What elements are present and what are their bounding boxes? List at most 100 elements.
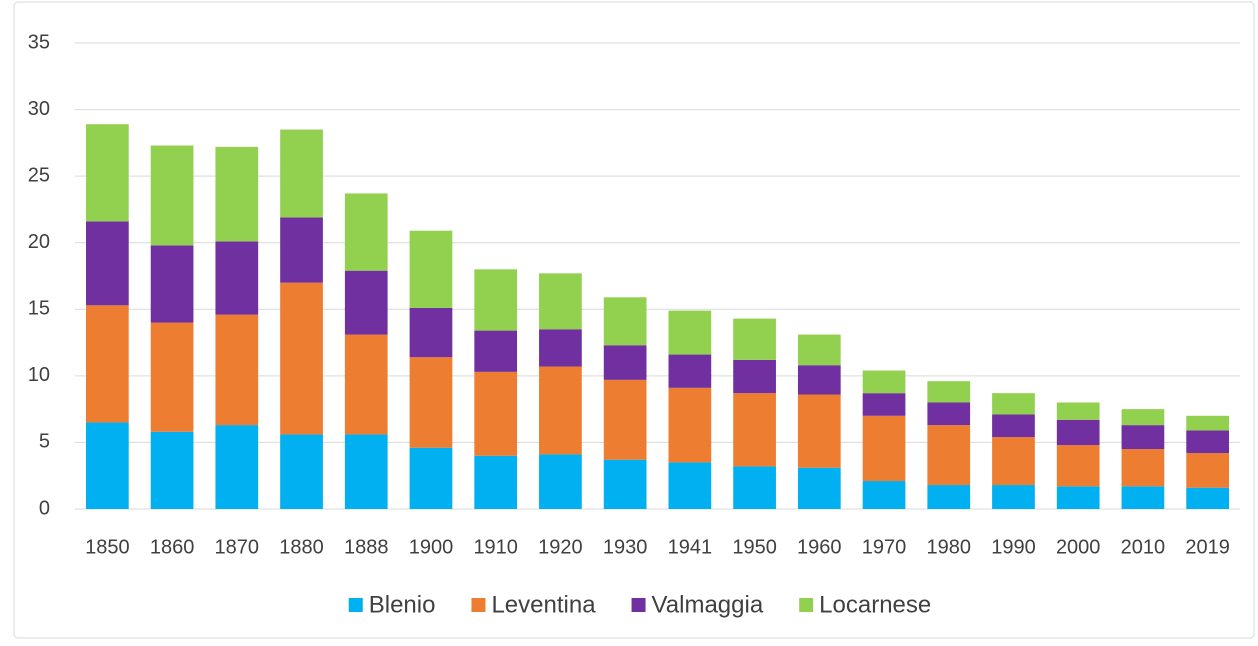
bar-segment — [150, 431, 194, 509]
bar-segment — [992, 414, 1035, 438]
bar-segment — [1121, 425, 1165, 450]
bar-segment — [150, 322, 194, 432]
x-tick-label: 1870 — [215, 536, 260, 558]
y-tick-label: 25 — [28, 164, 50, 186]
bar-segment — [215, 314, 259, 426]
x-tick-label: 1941 — [668, 536, 713, 558]
bar-segment — [668, 387, 712, 463]
bar-segment — [927, 425, 971, 486]
bar-segment — [474, 269, 518, 331]
bar-segment — [603, 459, 647, 509]
bar-segment — [1121, 449, 1165, 487]
x-tick-label: 1850 — [85, 536, 130, 558]
x-tick-label: 1860 — [150, 536, 195, 558]
bar-segment — [862, 370, 906, 394]
bar-segment — [992, 437, 1035, 486]
bar-segment — [603, 379, 647, 460]
bar-segment — [215, 241, 259, 315]
bar-segment — [409, 447, 453, 509]
bar-segment — [280, 129, 323, 218]
legend-label: Blenio — [369, 591, 436, 618]
legend-label: Locarnese — [819, 591, 931, 618]
y-tick-label: 35 — [28, 31, 50, 53]
bar-segment — [668, 310, 712, 355]
bar-segment — [992, 393, 1035, 415]
bar-segment — [474, 455, 518, 509]
bar-segment — [539, 273, 582, 330]
x-tick-label: 1970 — [862, 536, 907, 558]
y-tick-label: 0 — [39, 497, 50, 519]
bar-segment — [86, 221, 129, 306]
x-tick-label: 1920 — [538, 536, 583, 558]
bar-segment — [927, 485, 971, 509]
y-tick-label: 20 — [28, 231, 50, 253]
bar-segment — [733, 359, 776, 394]
y-tick-label: 30 — [28, 98, 50, 120]
bar-segment — [344, 434, 388, 509]
bar-segment — [797, 365, 841, 395]
x-tick-label: 1888 — [344, 536, 389, 558]
y-tick-label: 15 — [28, 298, 50, 320]
bar-segment — [409, 307, 453, 358]
bar-segment — [280, 217, 323, 283]
bar-segment — [603, 297, 647, 346]
bar-segment — [1186, 453, 1229, 488]
bar-segment — [733, 318, 776, 360]
bar-segment — [215, 425, 259, 509]
legend-swatch — [631, 598, 646, 612]
bar-segment — [539, 366, 582, 455]
bar-segment — [862, 393, 906, 416]
x-tick-label: 1930 — [603, 536, 648, 558]
bar-segment — [797, 394, 841, 468]
bar-segment — [1186, 430, 1229, 454]
bar-segment — [474, 371, 518, 456]
bar-segment — [1121, 409, 1165, 426]
y-tick-label: 5 — [39, 431, 50, 453]
x-tick-label: 1910 — [473, 536, 518, 558]
legend-swatch — [799, 598, 814, 612]
x-tick-label: 1880 — [279, 536, 324, 558]
bar-segment — [539, 454, 582, 509]
bar-segment — [1186, 487, 1229, 509]
legend-swatch — [348, 598, 363, 612]
x-tick-label: 1980 — [927, 536, 972, 558]
bar-segment — [927, 402, 971, 426]
bar-segment — [150, 145, 194, 246]
bar-segment — [797, 334, 841, 366]
bar-segment — [797, 467, 841, 509]
y-tick-label: 10 — [28, 364, 50, 386]
bar-segment — [344, 334, 388, 435]
bar-segment — [280, 434, 323, 509]
bar-segment — [215, 146, 259, 242]
x-tick-label: 1960 — [797, 536, 842, 558]
bar-segment — [280, 282, 323, 435]
bar-segment — [86, 124, 129, 222]
bar-segment — [733, 393, 776, 467]
bar-segment — [862, 415, 906, 482]
bar-segment — [927, 381, 971, 403]
x-tick-label: 2019 — [1185, 536, 1230, 558]
bar-segment — [992, 485, 1035, 509]
bar-segment — [86, 422, 129, 509]
x-tick-label: 2010 — [1121, 536, 1166, 558]
bar-segment — [1056, 402, 1100, 420]
legend-label: Valmaggia — [652, 591, 764, 618]
bar-segment — [1121, 486, 1165, 509]
bar-segment — [409, 230, 453, 308]
bar-segment — [733, 466, 776, 509]
bar-segment — [1056, 486, 1100, 509]
legend-label: Leventina — [491, 591, 596, 618]
x-tick-label: 1990 — [991, 536, 1036, 558]
bar-segment — [539, 329, 582, 367]
x-tick-label: 2000 — [1056, 536, 1101, 558]
x-tick-label: 1950 — [732, 536, 777, 558]
bar-segment — [862, 481, 906, 509]
bar-segment — [1056, 445, 1100, 487]
bar-segment — [86, 305, 129, 423]
legend-swatch — [471, 598, 486, 612]
bar-segment — [344, 270, 388, 335]
x-tick-label: 1900 — [409, 536, 454, 558]
bar-segment — [668, 354, 712, 388]
bar-segment — [1056, 419, 1100, 446]
